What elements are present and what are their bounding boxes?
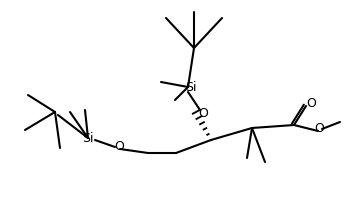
Text: O: O <box>314 123 324 136</box>
Text: O: O <box>114 139 124 152</box>
Text: Si: Si <box>185 81 197 94</box>
Text: Si: Si <box>82 131 94 144</box>
Text: O: O <box>306 96 316 110</box>
Text: O: O <box>198 107 208 119</box>
